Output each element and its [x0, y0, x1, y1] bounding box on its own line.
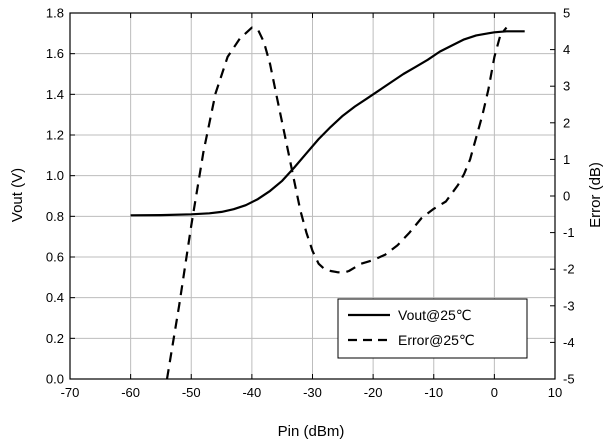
y-tick-label: 0.4	[46, 290, 64, 305]
y-axis-title: Vout (V)	[9, 168, 26, 222]
y-tick-label: 0.0	[46, 372, 64, 387]
x-tick-label: 10	[548, 385, 562, 400]
grid	[69, 12, 556, 380]
y-tick-label: 0.8	[46, 209, 64, 224]
legend-box	[337, 298, 528, 359]
series-layer	[130, 26, 525, 380]
y2-tick-label: -3	[563, 298, 575, 313]
y2-tick-label: -2	[563, 262, 575, 277]
series-line-vout	[130, 30, 525, 217]
y2-tick-label: 1	[563, 152, 570, 167]
y-tick-label: 1.8	[46, 6, 64, 21]
legend-label-vout: Vout@25℃	[398, 307, 472, 323]
y-tick-label: 1.2	[46, 128, 64, 143]
y2-axis-title: Error (dB)	[587, 162, 604, 228]
y-tick-label: 0.2	[46, 331, 64, 346]
y-tick-label: 1.6	[46, 46, 64, 61]
x-tick-label: -40	[242, 385, 261, 400]
y-tick-label: 0.6	[46, 250, 64, 265]
x-tick-label: 0	[491, 385, 498, 400]
y2-tick-label: -4	[563, 335, 575, 350]
legend-label-error: Error@25℃	[398, 332, 475, 348]
tick-labels: -70 -60 -50 -40 -30 -20 -10 0 100.00.20.40.60.81…	[46, 6, 575, 401]
y2-tick-label: 3	[563, 79, 570, 94]
x-axis-title: Pin (dBm)	[278, 423, 345, 440]
x-tick-label: -50	[182, 385, 201, 400]
y-tick-label: 1.4	[46, 87, 64, 102]
x-tick-label: -60	[121, 385, 140, 400]
y2-tick-label: 0	[563, 189, 570, 204]
x-tick-label: -20	[364, 385, 383, 400]
y2-tick-label: 2	[563, 115, 570, 130]
y2-tick-label: 5	[563, 6, 570, 21]
x-tick-label: -10	[424, 385, 443, 400]
y2-tick-label: -1	[563, 225, 575, 240]
y-tick-label: 1.0	[46, 168, 64, 183]
y2-tick-label: -5	[563, 372, 575, 387]
y2-tick-label: 4	[563, 42, 570, 57]
x-tick-label: -70	[61, 385, 80, 400]
x-tick-label: -30	[303, 385, 322, 400]
series-line-error	[165, 26, 508, 380]
legend: Vout@25℃ Error@25℃	[337, 298, 528, 359]
ticks	[69, 12, 556, 380]
